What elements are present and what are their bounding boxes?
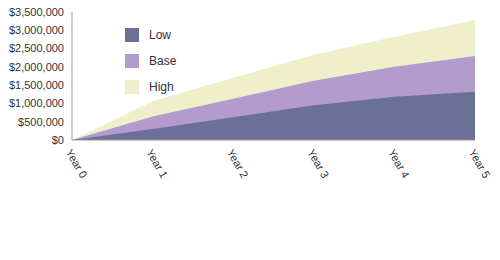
svg-text:Year 3: Year 3	[305, 147, 331, 180]
svg-text:$3,500,000: $3,500,000	[9, 6, 64, 18]
svg-text:$2,500,000: $2,500,000	[9, 42, 64, 54]
html-text:Low: Low	[149, 28, 171, 42]
svg-text:$2,000,000: $2,000,000	[9, 61, 64, 73]
svg-text:Year 5: Year 5	[467, 147, 492, 180]
svg-text:Year 2: Year 2	[225, 147, 251, 180]
svg-text:Year 4: Year 4	[386, 147, 412, 180]
svg-text:$3,000,000: $3,000,000	[9, 24, 64, 36]
svg-text:$500,000: $500,000	[18, 116, 64, 128]
svg-text:$0: $0	[52, 134, 64, 146]
html-text:Base: Base	[149, 54, 177, 68]
svg-text:Year 1: Year 1	[144, 147, 170, 180]
html-text:High: High	[149, 80, 174, 94]
svg-text:$1,000,000: $1,000,000	[9, 97, 64, 109]
svg-text:Year 0: Year 0	[64, 147, 90, 180]
svg-text:$1,500,000: $1,500,000	[9, 79, 64, 91]
